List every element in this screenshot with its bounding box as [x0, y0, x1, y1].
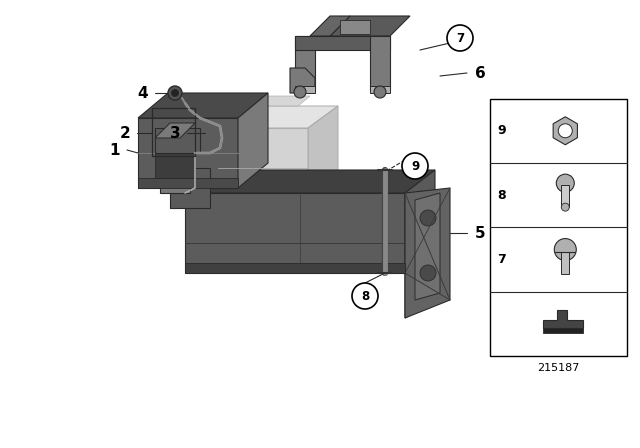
Polygon shape: [138, 93, 268, 118]
Text: 8: 8: [361, 289, 369, 302]
Polygon shape: [543, 310, 583, 328]
Text: 9: 9: [411, 159, 419, 172]
Polygon shape: [295, 36, 315, 90]
Polygon shape: [218, 106, 338, 128]
Polygon shape: [170, 168, 210, 208]
Circle shape: [561, 203, 570, 211]
Polygon shape: [340, 20, 370, 34]
Circle shape: [168, 86, 182, 100]
Text: 8: 8: [497, 189, 506, 202]
Polygon shape: [218, 128, 308, 208]
Bar: [490, 99, 627, 356]
Polygon shape: [185, 170, 435, 193]
Polygon shape: [330, 16, 410, 36]
Circle shape: [420, 265, 436, 281]
Polygon shape: [415, 193, 440, 300]
Polygon shape: [160, 138, 190, 193]
Text: 9: 9: [497, 124, 506, 137]
Text: 215187: 215187: [537, 363, 580, 373]
Polygon shape: [295, 86, 315, 93]
Circle shape: [402, 153, 428, 179]
Polygon shape: [370, 36, 390, 90]
Polygon shape: [248, 96, 310, 106]
Text: 3: 3: [170, 125, 180, 141]
Polygon shape: [310, 16, 350, 36]
Polygon shape: [308, 106, 338, 208]
Polygon shape: [561, 185, 570, 207]
Circle shape: [294, 86, 306, 98]
Polygon shape: [238, 93, 268, 188]
Polygon shape: [185, 193, 405, 273]
Text: 1: 1: [109, 142, 120, 158]
Circle shape: [556, 174, 574, 192]
Polygon shape: [155, 128, 200, 153]
Text: 7: 7: [456, 31, 464, 44]
Polygon shape: [185, 263, 405, 273]
Circle shape: [374, 86, 386, 98]
Circle shape: [420, 210, 436, 226]
Polygon shape: [561, 252, 570, 274]
Circle shape: [558, 124, 572, 138]
Polygon shape: [295, 36, 390, 50]
Circle shape: [172, 90, 179, 96]
Circle shape: [352, 283, 378, 309]
Polygon shape: [543, 328, 583, 333]
Polygon shape: [290, 68, 315, 93]
Circle shape: [447, 25, 473, 51]
Polygon shape: [155, 148, 195, 178]
Circle shape: [554, 239, 576, 261]
Text: 7: 7: [497, 253, 506, 266]
Polygon shape: [405, 188, 450, 318]
Text: 2: 2: [120, 125, 131, 141]
Polygon shape: [370, 86, 390, 93]
Polygon shape: [155, 123, 195, 138]
Polygon shape: [405, 170, 435, 318]
Text: 5: 5: [475, 225, 485, 241]
Text: 6: 6: [475, 65, 485, 81]
Text: 4: 4: [138, 86, 148, 100]
Polygon shape: [138, 178, 238, 188]
Polygon shape: [138, 118, 238, 188]
Polygon shape: [553, 117, 577, 145]
